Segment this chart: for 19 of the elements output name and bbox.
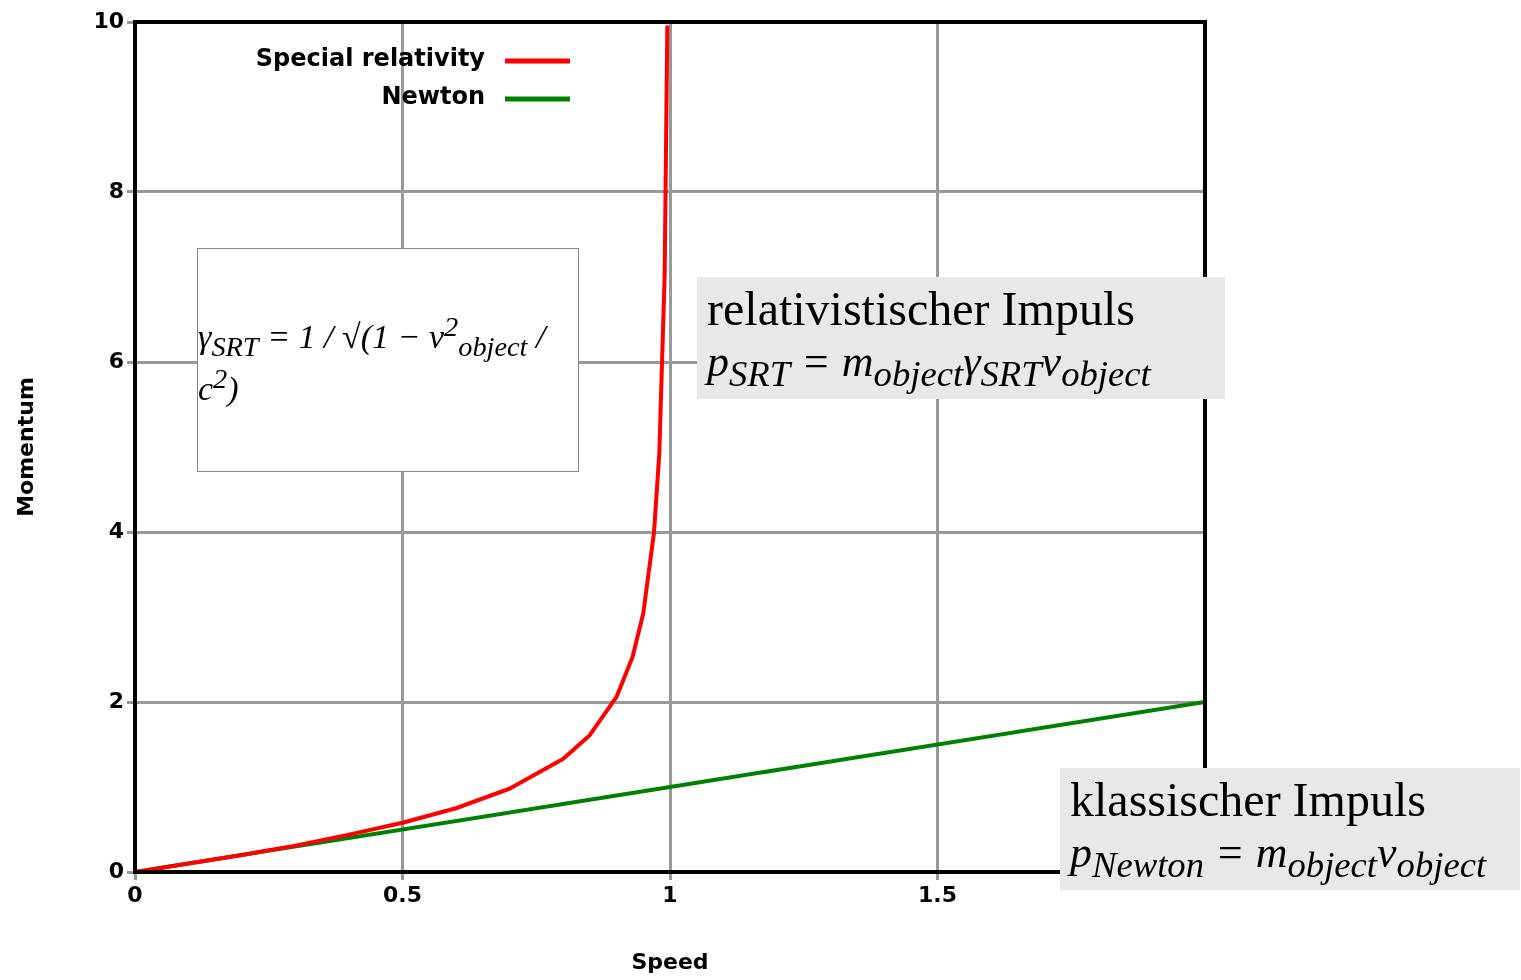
formula-box: γ$_{SRT}$ = 1 / √(1 − v$^{2}$$_{object}$ / c$^{2}$) [197, 248, 579, 472]
y-axis-title: Momentum [12, 377, 38, 517]
y-tick-label: 2 [108, 687, 124, 713]
formula-box: relativistischer Impuls p$_{SRT}$ = m$_{object}$γ$_{SRT}$v$_{object}$ [697, 277, 1225, 399]
y-tick-label: 8 [108, 177, 124, 203]
x-tick-label: 0 [127, 881, 143, 907]
legend-label: Newton [381, 82, 485, 111]
x-tick-label: 1 [662, 881, 678, 907]
y-tick-label: 4 [108, 517, 124, 543]
y-tick-label: 0 [108, 857, 124, 883]
legend-label: Special relativity [255, 44, 486, 73]
x-tick-label: 0.5 [383, 881, 422, 907]
formula-box: klassischer Impuls p$_{Newton}$ = m$_{object}$v$_{object}$ [1060, 768, 1520, 890]
annotation: klassischer Impuls [1070, 772, 1427, 827]
y-tick-label: 10 [93, 7, 124, 33]
x-tick-label: 1.5 [918, 881, 957, 907]
y-tick-label: 6 [108, 347, 124, 373]
x-axis-title: Speed [631, 948, 709, 974]
annotation: relativistischer Impuls [707, 281, 1136, 336]
